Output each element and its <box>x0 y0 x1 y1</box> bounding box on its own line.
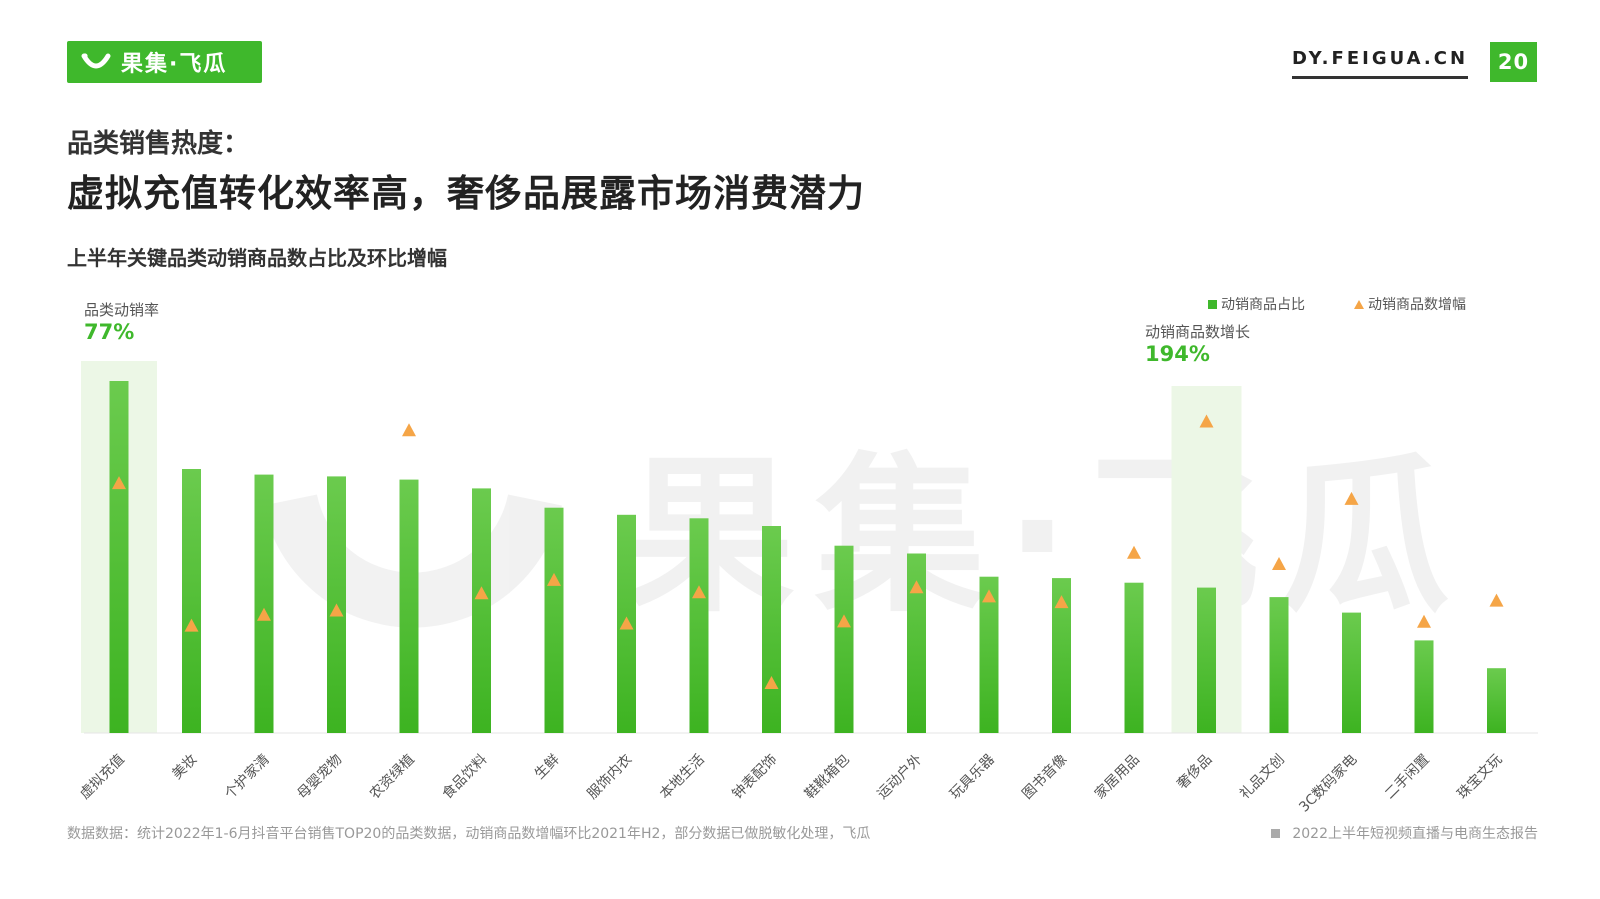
growth-marker <box>764 676 779 689</box>
category-label: 虚拟充值 <box>77 752 128 803</box>
page-number: 20 <box>1490 42 1537 82</box>
legend-triangle-icon <box>1354 299 1364 309</box>
category-label: 服饰内衣 <box>584 752 635 803</box>
legend-bar-swatch <box>1208 299 1217 309</box>
growth-marker <box>619 616 634 630</box>
category-label: 珠宝文玩 <box>1454 752 1505 803</box>
category-label: 玩具乐器 <box>947 752 998 803</box>
growth-marker <box>1272 557 1286 570</box>
growth-marker <box>184 618 199 632</box>
site-url-underline <box>1292 76 1468 79</box>
bar <box>762 526 781 733</box>
legend-marker: 动销商品数增幅 <box>1354 294 1466 314</box>
legend-bar: 动销商品占比 <box>1208 294 1305 314</box>
legend-marker-label: 动销商品数增幅 <box>1368 297 1466 313</box>
brand-logo-icon <box>81 53 111 69</box>
right-callout-label: 动销商品数增长 <box>1145 323 1251 341</box>
growth-marker <box>1054 595 1069 609</box>
bar <box>1414 640 1434 733</box>
bar <box>979 576 999 733</box>
chart-title: 上半年关键品类动销商品数占比及环比增幅 <box>67 246 447 270</box>
category-label: 农资绿植 <box>367 752 418 803</box>
category-label: 鞋靴箱包 <box>802 752 853 803</box>
bar <box>109 381 129 733</box>
growth-marker <box>112 476 126 490</box>
growth-marker <box>982 589 996 603</box>
report-bullet-icon <box>1271 828 1281 838</box>
report-name: 2022上半年短视频直播与电商生态报告 <box>1271 823 1538 843</box>
growth-marker <box>1127 545 1141 559</box>
category-label: 家居用品 <box>1091 751 1143 803</box>
growth-marker <box>1417 614 1431 628</box>
growth-marker <box>257 607 271 621</box>
bar <box>399 479 419 733</box>
growth-marker <box>402 423 416 437</box>
category-label: 食品饮料 <box>439 751 491 803</box>
category-label: 礼品文创 <box>1237 752 1288 803</box>
bar <box>907 553 926 733</box>
section-title: 品类销售热度： <box>67 129 250 159</box>
bar <box>1124 582 1144 733</box>
category-label: 运动户外 <box>874 751 926 803</box>
report-name-text: 2022上半年短视频直播与电商生态报告 <box>1292 826 1538 842</box>
growth-marker <box>547 572 561 586</box>
category-label: 二手闲置 <box>1382 752 1433 803</box>
category-label: 本地生活 <box>657 752 708 803</box>
growth-marker <box>837 614 851 628</box>
bar <box>182 469 201 733</box>
legend-bar-label: 动销商品占比 <box>1221 297 1305 313</box>
category-label: 生鲜 <box>532 752 563 783</box>
right-callout-value: 194% <box>1145 342 1210 366</box>
bar <box>1197 587 1216 733</box>
growth-marker <box>1489 593 1504 607</box>
bar <box>689 518 709 733</box>
category-label: 3C数码家电 <box>1295 751 1360 816</box>
watermark: 果集·飞瓜 <box>263 438 1470 636</box>
watermark-text: 果集·飞瓜 <box>625 438 1470 636</box>
brand-logo-text: 果集·飞瓜 <box>121 52 228 77</box>
bar <box>1052 578 1071 733</box>
category-label: 母婴宠物 <box>294 752 345 803</box>
bar <box>834 545 854 733</box>
category-label: 图书音像 <box>1019 751 1071 803</box>
bar <box>254 474 274 733</box>
growth-marker <box>329 603 344 617</box>
category-label: 美妆 <box>169 752 200 783</box>
left-callout-value: 77% <box>84 320 135 344</box>
bar <box>1269 597 1289 733</box>
growth-marker <box>692 585 706 599</box>
category-label: 个护家清 <box>221 751 273 803</box>
growth-marker <box>474 586 489 600</box>
bar <box>544 507 564 733</box>
site-url[interactable]: DY.FEIGUA.CN <box>1292 48 1469 69</box>
bar <box>1487 668 1506 733</box>
category-label: 奢侈品 <box>1174 752 1215 793</box>
bar <box>472 488 491 733</box>
data-source-note: 数据数据：统计2022年1-6月抖音平台销售TOP20的品类数据，动销商品数增幅… <box>67 826 871 842</box>
bar <box>1342 612 1361 733</box>
brand-logo: 果集·飞瓜 <box>67 41 262 83</box>
growth-marker <box>909 580 924 594</box>
growth-marker <box>1199 414 1214 428</box>
category-label: 钟表配饰 <box>729 751 781 803</box>
growth-marker <box>1344 491 1359 505</box>
headline: 虚拟充值转化效率高，奢侈品展露市场消费潜力 <box>67 172 865 215</box>
left-callout-label: 品类动销率 <box>84 301 160 319</box>
